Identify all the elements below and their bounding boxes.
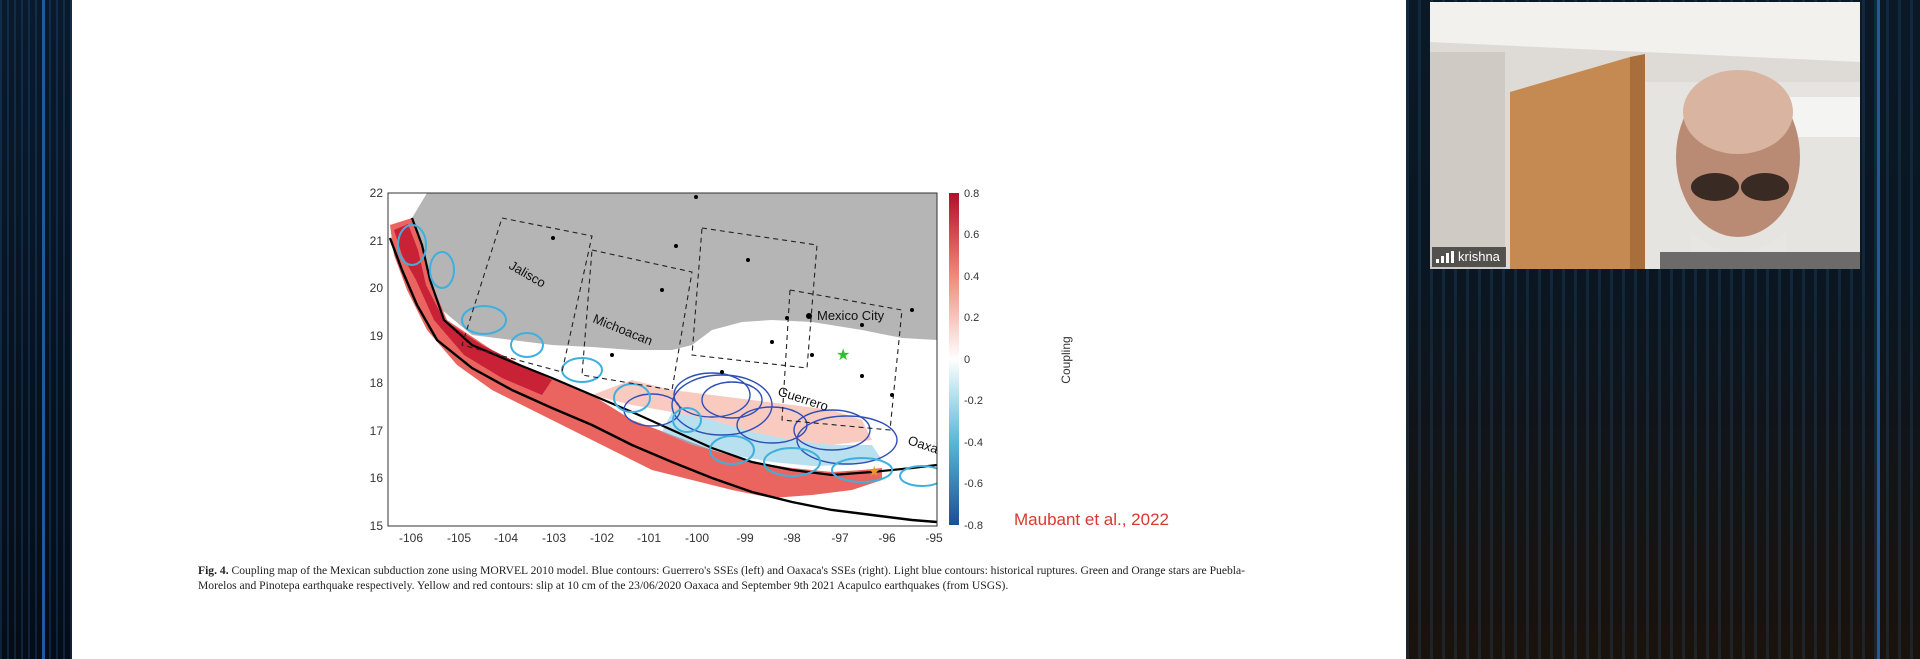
lon-tick: -105 [447, 531, 471, 545]
participant-video-feed [1430, 2, 1860, 269]
colorbar [949, 193, 959, 525]
coupling-map: Jalisco Michoacan Mexico City Guerrero O… [370, 186, 1073, 545]
caption-text: Coupling map of the Mexican subduction z… [198, 564, 1246, 592]
lon-tick: -95 [925, 531, 943, 545]
participant-name: krishna [1458, 249, 1500, 264]
lon-tick: -103 [542, 531, 566, 545]
lat-tick: 16 [370, 471, 384, 485]
lon-tick: -104 [494, 531, 518, 545]
lon-tick: -96 [878, 531, 896, 545]
land-area [412, 193, 937, 350]
lat-tick: 20 [370, 281, 384, 295]
plot-frame [387, 192, 938, 527]
colorbar-tick: 0.2 [964, 312, 979, 324]
mexico-city-marker [806, 313, 812, 319]
lat-tick: 19 [370, 329, 384, 343]
colorbar-label: Coupling [1059, 336, 1073, 383]
colorbar-tick: -0.6 [964, 478, 983, 490]
colorbar-tick: 0.4 [964, 271, 979, 283]
coupling-peak-zone [394, 224, 552, 395]
sse-contours [623, 372, 898, 465]
caption-figure-number: Fig. 4. [198, 564, 229, 577]
participant-name-tag: krishna [1432, 247, 1506, 267]
lon-tick: -100 [685, 531, 709, 545]
colorbar-tick: 0.6 [964, 229, 979, 241]
figure-caption: Fig. 4. Coupling map of the Mexican subd… [198, 563, 1248, 593]
lat-tick: 15 [370, 519, 384, 533]
lon-tick: -101 [637, 531, 661, 545]
lon-tick: -98 [783, 531, 801, 545]
lat-tick: 17 [370, 424, 384, 438]
colorbar-tick: 0 [964, 354, 970, 366]
shared-slide: Jalisco Michoacan Mexico City Guerrero O… [72, 0, 1406, 659]
region-label-oaxaca: Oaxaca [906, 433, 954, 461]
signal-bars-icon [1436, 251, 1454, 263]
green-star-icon: ★ [836, 347, 850, 364]
colorbar-tick: -0.2 [964, 395, 983, 407]
trench-line [388, 237, 937, 524]
station-dots [551, 195, 914, 397]
lat-tick: 21 [370, 234, 384, 248]
citation-credit: Maubant et al., 2022 [1014, 510, 1170, 529]
region-label-mexico-city: Mexico City [817, 308, 885, 323]
background-left [0, 0, 72, 659]
lat-tick: 22 [370, 186, 384, 200]
study-boxes [461, 217, 903, 431]
lon-tick: -99 [736, 531, 754, 545]
lon-tick: -102 [590, 531, 614, 545]
participant-video-tile[interactable]: krishna [1430, 2, 1860, 269]
lat-tick: 18 [370, 376, 384, 390]
lon-tick: -97 [831, 531, 849, 545]
rupture-contours [397, 224, 937, 487]
colorbar-tick: 0.8 [964, 188, 979, 200]
coupling-low-zone [662, 412, 882, 466]
colorbar-tick: -0.8 [964, 520, 983, 532]
colorbar-tick: -0.4 [964, 437, 983, 449]
lon-tick: -106 [399, 531, 423, 545]
orange-star-icon: ★ [868, 463, 881, 479]
